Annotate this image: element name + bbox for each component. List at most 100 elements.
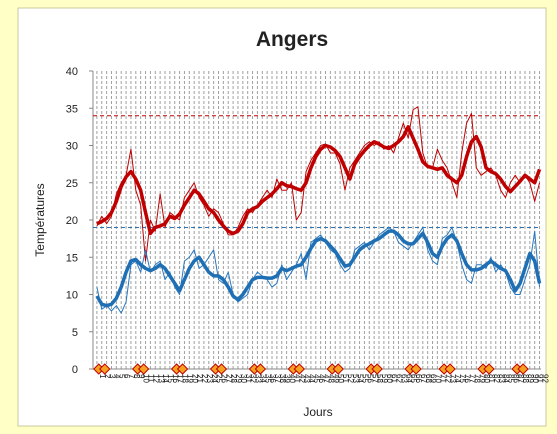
x-tick-label: 64	[404, 374, 413, 383]
series-line	[96, 125, 542, 236]
y-tick-label: 15	[66, 252, 78, 264]
x-tick-label: 12	[151, 374, 160, 383]
x-tick-label: 11	[147, 374, 156, 383]
x-tick-label: 27	[224, 374, 233, 383]
x-tick-label: 60	[385, 374, 394, 383]
x-tick-label: 36	[268, 374, 277, 383]
x-tick-label: 54	[356, 374, 365, 383]
x-tick-label: 40	[288, 374, 297, 383]
x-tick-label: 85	[506, 374, 515, 383]
x-tick-label: 50	[336, 374, 345, 383]
x-tick-label: 25	[215, 374, 224, 383]
x-tick-label: 39	[283, 374, 292, 383]
x-tick-label: 46	[317, 374, 326, 383]
chart-title: Angers	[256, 28, 328, 51]
x-tick-label: 51	[341, 374, 350, 383]
marker	[176, 363, 189, 375]
marker	[99, 363, 111, 375]
y-tick-label: 35	[66, 103, 78, 115]
marker	[444, 363, 456, 375]
x-tick-label: 61	[390, 374, 399, 383]
x-tick-label: 1	[98, 374, 107, 379]
x-tick-label: 91	[536, 374, 545, 383]
x-tick-label: 55	[361, 374, 370, 383]
x-tick-label: 18	[181, 374, 190, 383]
y-tick-label: 30	[66, 141, 78, 153]
x-tick-label: 35	[263, 374, 272, 383]
x-tick-label: 62	[395, 374, 404, 383]
x-tick-label: 57	[370, 374, 379, 383]
x-tick-label: 83	[497, 374, 506, 383]
series-line	[96, 106, 541, 262]
x-tick-label: 26	[219, 374, 228, 383]
x-tick-label: 21	[195, 374, 204, 383]
x-tick-label: 69	[429, 374, 438, 383]
x-tick-label: 71	[438, 374, 447, 383]
x-tick-label: 19	[185, 374, 194, 383]
x-axis-label: Jours	[303, 405, 332, 419]
x-tick-label: 32	[249, 374, 258, 383]
x-tick-label: 58	[375, 374, 384, 383]
x-tick-label: 37	[273, 374, 282, 383]
x-tick-label: 82	[492, 374, 501, 383]
x-tick-label: 88	[521, 374, 530, 383]
x-tick-label: 22	[200, 374, 209, 383]
x-tick-label: 42	[297, 374, 306, 383]
x-tick-label: 5	[117, 374, 126, 379]
x-tick-label: 86	[511, 374, 520, 383]
x-tick-label: 14	[161, 374, 170, 383]
marker	[410, 363, 422, 375]
x-tick-label: 30	[239, 374, 248, 383]
x-tick-label: 15	[166, 374, 175, 383]
x-tick-label: 20	[190, 374, 199, 383]
x-tick-label: 4	[112, 374, 121, 379]
x-tick-label: 17	[176, 374, 185, 383]
x-tick-label: 29	[234, 374, 243, 383]
x-tick-label: 44	[307, 374, 316, 383]
x-tick-label: 73	[448, 374, 457, 383]
x-tick-label: 81	[487, 374, 496, 383]
x-tick-label: 10	[142, 374, 151, 383]
x-tick-label: 3	[108, 374, 117, 379]
x-tick-label: 77	[468, 374, 477, 383]
x-tick-label: 9	[137, 374, 146, 379]
x-tick-label: 70	[434, 374, 443, 383]
y-axis-label: Températures	[33, 183, 47, 256]
x-tick-label: 38	[278, 374, 287, 383]
x-tick-label: 47	[322, 374, 331, 383]
x-tick-label: 24	[210, 374, 219, 383]
x-tick-label: 16	[171, 374, 180, 383]
x-tick-label: 31	[244, 374, 253, 383]
x-tick-label: 72	[443, 374, 452, 383]
x-tick-label: 65	[409, 374, 418, 383]
x-tick-label: 48	[327, 374, 336, 383]
series-line	[95, 229, 542, 308]
x-tick-label: 2	[103, 374, 112, 379]
x-tick-label: 59	[380, 374, 389, 383]
x-tick-label: 84	[502, 374, 511, 383]
x-tick-label: 8	[132, 374, 141, 379]
x-tick-label: 90	[531, 374, 540, 383]
x-tick-label: 53	[351, 374, 360, 383]
x-tick-label: 6	[122, 374, 131, 379]
x-tick-label: 41	[292, 374, 301, 383]
marker	[254, 363, 267, 375]
marker	[137, 363, 150, 375]
marker	[483, 363, 495, 375]
x-tick-label: 56	[365, 374, 374, 383]
y-tick-label: 0	[72, 364, 78, 376]
x-tick-label: 92	[541, 374, 550, 383]
x-tick-label: 63	[399, 374, 408, 383]
marker	[293, 363, 306, 375]
marker	[332, 363, 344, 375]
y-tick-label: 20	[66, 215, 78, 227]
x-tick-label: 79	[477, 374, 486, 383]
x-tick-label: 67	[419, 374, 428, 383]
x-tick-label: 68	[424, 374, 433, 383]
x-tick-label: 76	[463, 374, 472, 383]
marker	[215, 363, 228, 375]
x-tick-label: 13	[156, 374, 165, 383]
x-tick-label: 52	[346, 374, 355, 383]
x-tick-label: 7	[127, 374, 136, 379]
y-tick-label: 25	[66, 178, 78, 190]
